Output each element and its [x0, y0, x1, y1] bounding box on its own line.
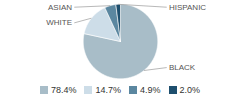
- html-text:4.9%: 4.9%: [140, 85, 161, 95]
- svg-text:ASIAN: ASIAN: [48, 3, 72, 12]
- html-text:14.7%: 14.7%: [95, 85, 121, 95]
- svg-text:HISPANIC: HISPANIC: [169, 3, 206, 12]
- svg-text:BLACK: BLACK: [169, 63, 196, 72]
- html-text:78.4%: 78.4%: [51, 85, 77, 95]
- html-text:2.0%: 2.0%: [179, 85, 200, 95]
- svg-text:WHITE: WHITE: [46, 18, 72, 27]
